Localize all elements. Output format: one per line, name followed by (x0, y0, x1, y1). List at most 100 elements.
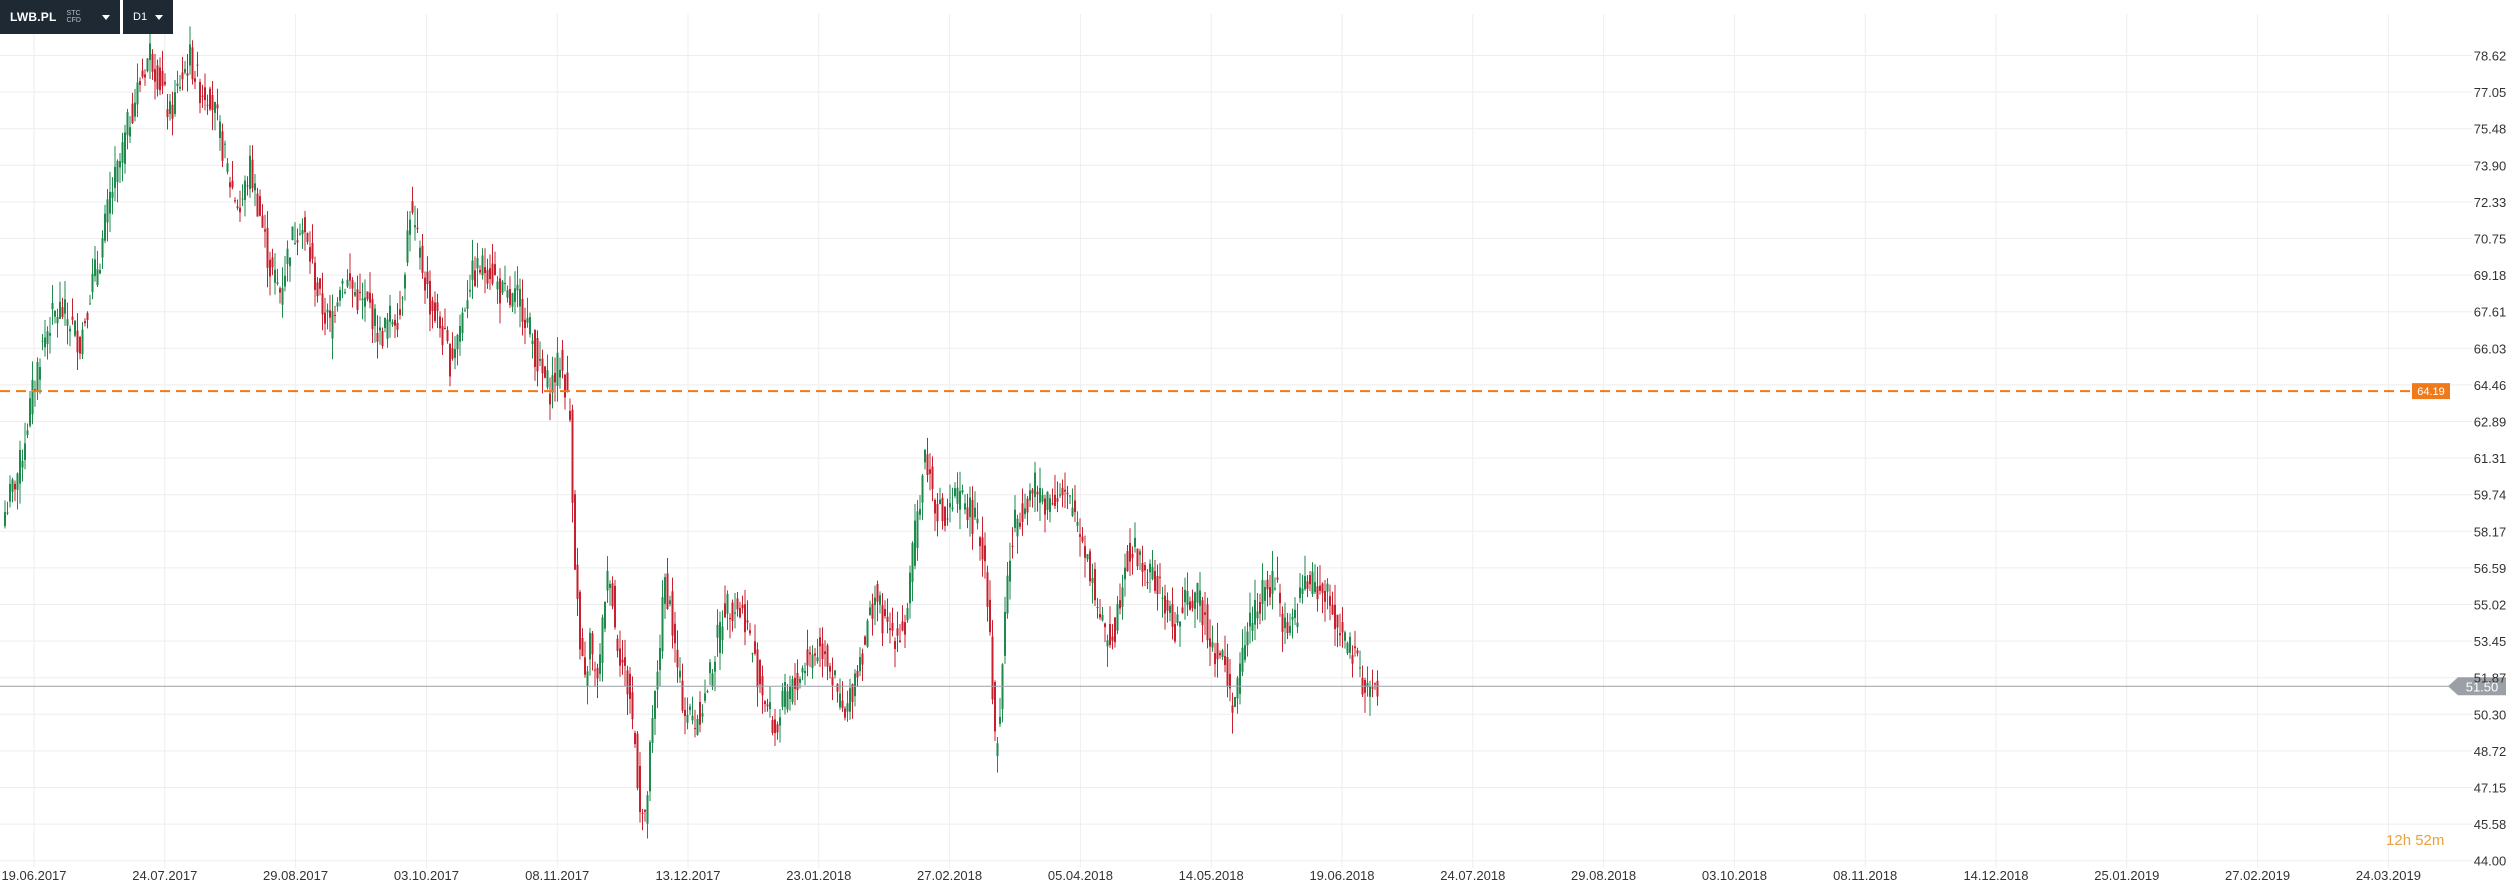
candle-body (599, 654, 601, 674)
candle-body (661, 597, 664, 652)
candle-body (486, 269, 489, 284)
y-tick-label: 73.90 (2474, 158, 2506, 173)
candle-body (961, 490, 964, 493)
candle-body (1181, 607, 1184, 613)
candle-body (376, 332, 379, 342)
candle-body (1346, 642, 1349, 654)
y-tick-label: 45.58 (2474, 817, 2506, 832)
candle-body (1081, 536, 1084, 542)
x-tick-label: 23.01.2018 (786, 868, 851, 883)
candle-body (984, 545, 986, 562)
candle-body (1169, 605, 1171, 613)
candle-body (706, 691, 709, 693)
candle-body (1124, 567, 1126, 580)
x-tick-label: 19.06.2018 (1309, 868, 1374, 883)
candle-body (609, 584, 611, 588)
candle-body (919, 509, 921, 515)
candle-body (401, 297, 404, 299)
candle-body (1291, 616, 1294, 620)
candle-body (274, 269, 276, 283)
symbol-selector[interactable]: LWB.PL STC CFD (0, 0, 120, 34)
candle-body (1334, 604, 1336, 630)
candle-body (1156, 576, 1159, 595)
candle-body (86, 312, 89, 320)
candle-body (1021, 503, 1024, 522)
candle-body (779, 717, 781, 726)
candle-body (1349, 636, 1351, 653)
candle-body (1139, 551, 1141, 555)
candle-body (1211, 642, 1214, 648)
candle-body (551, 375, 554, 393)
candle-body (1109, 624, 1111, 646)
candle-body (1141, 563, 1144, 572)
candle-body (461, 312, 464, 334)
candle-body (364, 297, 366, 307)
candle-body (569, 410, 571, 420)
candle-body (546, 370, 549, 388)
candle-body (216, 104, 219, 109)
candle-body (1241, 647, 1244, 672)
candle-body (1269, 587, 1271, 598)
candle-body (444, 327, 446, 329)
candle-body (1311, 571, 1314, 595)
candle-body (1271, 570, 1274, 594)
candle-body (1221, 650, 1224, 658)
candle-body (924, 449, 926, 463)
y-tick-label: 78.62 (2474, 49, 2506, 64)
candle-body (1244, 645, 1246, 660)
candle-body (799, 679, 801, 683)
candle-body (1171, 603, 1174, 627)
candle-body (1174, 624, 1176, 642)
interval-selector[interactable]: D1 (123, 0, 173, 34)
candle-body (879, 595, 881, 605)
candle-body (466, 300, 469, 309)
candle-body (416, 227, 419, 230)
candle-body (311, 242, 314, 259)
candle-body (1366, 682, 1369, 688)
candle-body (1339, 633, 1341, 636)
candle-body (156, 65, 159, 90)
candle-body (929, 469, 931, 474)
candle-body (1219, 652, 1221, 656)
candle-body (676, 649, 679, 668)
price-axis[interactable]: 78.62 77.05 75.48 73.90 72.33 70.75 69.18 67.61… (2474, 49, 2506, 869)
candle-body (1086, 554, 1089, 560)
candle-body (1004, 611, 1006, 656)
time-axis[interactable]: 19.06.2017 24.07.2017 29.08.2017 03.10.2017… (1, 868, 2420, 883)
candle-body (1066, 492, 1069, 495)
chevron-down-icon (102, 14, 110, 20)
candle-body (239, 207, 241, 213)
candle-body (561, 349, 564, 371)
candle-body (619, 648, 621, 666)
candle-body (429, 280, 431, 315)
candle-body (409, 219, 411, 235)
candle-body (391, 321, 394, 325)
candle-body (534, 330, 536, 367)
candle-body (981, 537, 984, 560)
candle-body (126, 112, 129, 136)
candle-body (939, 499, 941, 504)
candle-body (979, 537, 981, 547)
candle-body (396, 322, 399, 330)
candle-body (14, 483, 16, 490)
candle-body (1159, 576, 1161, 578)
candle-body (511, 293, 514, 307)
candle-body (481, 255, 484, 276)
x-tick-label: 13.12.2017 (655, 868, 720, 883)
candle-body (989, 599, 991, 633)
candle-body (521, 298, 524, 322)
candle-body (334, 314, 336, 316)
candle-body (914, 520, 916, 566)
y-tick-label: 70.75 (2474, 232, 2506, 247)
candle-body (1246, 631, 1249, 646)
candle-body (1151, 566, 1154, 580)
candle-body (386, 319, 389, 339)
candle-body (459, 325, 461, 342)
candle-body (244, 180, 246, 200)
candle-body (189, 44, 191, 66)
candle-body (931, 466, 934, 489)
candle-body (909, 572, 911, 604)
candle-body (76, 330, 79, 353)
candle-body (869, 607, 871, 615)
